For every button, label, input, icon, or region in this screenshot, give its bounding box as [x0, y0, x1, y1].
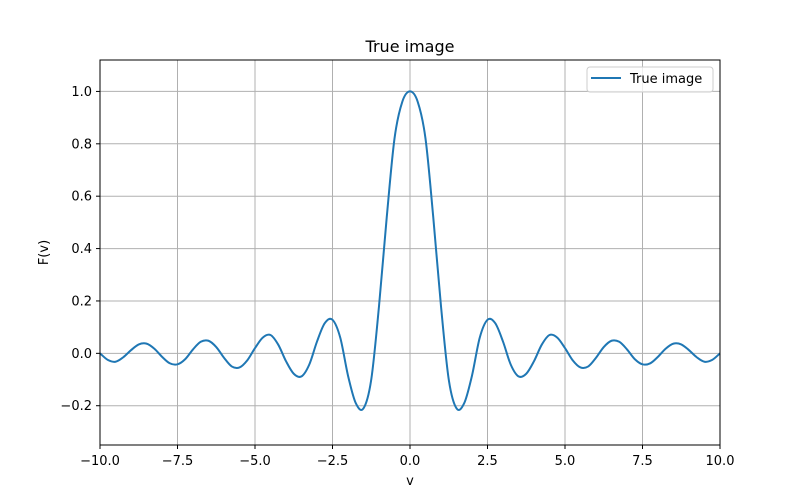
y-tick-label: 1.0 — [71, 85, 92, 100]
x-tick-label: 2.5 — [477, 454, 498, 469]
y-tick-label: 0.0 — [71, 347, 92, 362]
chart-title: True image — [365, 37, 455, 56]
y-tick-label: 0.2 — [71, 294, 92, 309]
y-tick-label: −0.2 — [60, 399, 92, 414]
x-tick-label: −2.5 — [317, 454, 349, 469]
series-layer — [99, 90, 721, 411]
y-tick-label: 0.4 — [71, 242, 92, 257]
y-axis: −0.2 0.0 0.2 0.4 0.6 0.8 1.0 — [60, 85, 100, 414]
x-tick-label: −7.5 — [162, 454, 194, 469]
y-tick-label: 0.8 — [71, 137, 92, 152]
y-tick-label: 0.6 — [71, 190, 92, 205]
y-axis-label: F(v) — [37, 240, 52, 265]
x-axis: −10.0 −7.5 −5.0 −2.5 0.0 2.5 5.0 7.5 10.0 — [80, 445, 734, 469]
x-axis-label: v — [406, 474, 414, 489]
x-tick-label: 5.0 — [555, 454, 576, 469]
legend: True image — [586, 66, 714, 93]
series-line — [99, 90, 721, 411]
x-tick-label: 0.0 — [400, 454, 421, 469]
x-tick-label: −10.0 — [80, 454, 120, 469]
x-tick-label: −5.0 — [239, 454, 271, 469]
legend-box — [586, 66, 714, 93]
legend-entry-label: True image — [629, 72, 702, 87]
x-tick-label: 7.5 — [632, 454, 653, 469]
x-tick-label: 10.0 — [706, 454, 735, 469]
